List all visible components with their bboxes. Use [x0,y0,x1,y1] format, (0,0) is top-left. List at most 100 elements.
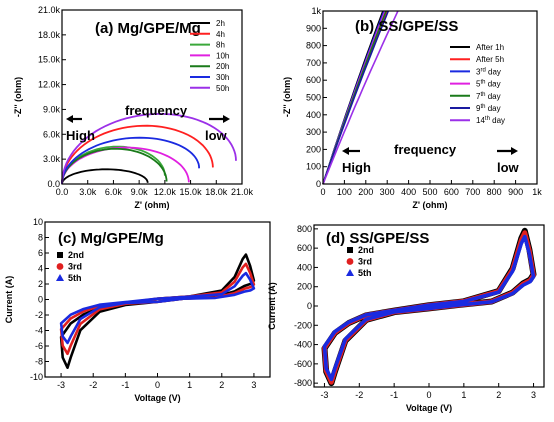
y-tick-label: -6 [35,341,43,351]
y-axis-label: Current (A) [4,276,14,324]
legend-label: 20h [216,62,229,71]
legend-label: 2nd [358,245,374,255]
y-tick-label: 8 [38,233,43,243]
x-tick-label: 1 [187,380,192,390]
y-tick-label: 800 [297,224,312,234]
annotation-frequency: frequency [125,103,188,118]
y-tick-label: -10 [30,372,43,382]
x-tick-label: 3 [251,380,256,390]
x-tick-label: 21.0k [231,187,254,197]
annotation-low: low [205,128,228,143]
arrow-high-head [342,147,349,155]
y-tick-label: 4 [38,264,43,274]
x-tick-label: -3 [320,390,328,400]
legend-label: 5th [358,268,372,278]
legend-label: 3rd day [476,67,501,76]
y-axis-label: Current (A) [267,282,277,330]
x-tick-label: -1 [121,380,129,390]
x-axis-label: Z' (ohm) [412,200,447,210]
x-tick-label: 0 [426,390,431,400]
y-tick-label: 10 [33,217,43,227]
x-tick-label: 1 [461,390,466,400]
y-tick-label: 500 [306,93,321,103]
legend-marker [346,269,354,276]
panel-title: (c) Mg/GPE/Mg [58,230,164,247]
series-line [322,10,390,185]
y-tick-label: 1k [311,6,321,16]
y-tick-label: 15.0k [38,55,61,65]
y-tick-label: 9.0k [43,104,61,114]
series-5th-loop [59,271,256,345]
panel-b-title: (b) SS/GPE/SS [355,18,458,35]
x-axis-label: Voltage (V) [134,393,180,403]
legend-label: 3rd [358,257,372,267]
series-30h-line [61,136,200,185]
x-tick-label: 800 [487,187,502,197]
y-tick-label: 800 [306,41,321,51]
y-tick-label: 12.0k [38,80,61,90]
y-tick-label: 21.0k [38,5,61,15]
legend-label: 14th day [476,116,505,125]
x-tick-label: -2 [355,390,363,400]
x-tick-label: 12.0k [154,187,177,197]
y-tick-label: 0.0 [47,179,60,189]
series-line [322,10,399,185]
legend-label: 5th day [476,80,501,89]
y-tick-label: 18.0k [38,30,61,40]
y-tick-label: 3.0k [43,154,61,164]
x-tick-label: 200 [358,187,373,197]
x-tick-label: 700 [465,187,480,197]
y-tick-label: -400 [294,340,312,350]
y-tick-label: 6 [38,248,43,258]
legend-label: 2h [216,19,225,28]
x-tick-label: 15.0k [180,187,203,197]
series-5th-loop [322,234,536,382]
y-tick-label: 600 [297,243,312,253]
panel-title: (d) SS/GPE/SS [326,230,429,247]
panel-a-title: (a) Mg/GPE/Mg [95,20,201,37]
y-tick-label: 200 [306,144,321,154]
x-tick-label: -3 [57,380,65,390]
legend-marker [56,263,64,270]
y-tick-label: 900 [306,23,321,33]
legend-marker [346,258,354,265]
arrow-high-head [66,115,73,123]
y-tick-label: 100 [306,162,321,172]
legend-label: After 1h [476,43,504,52]
y-tick-label: -600 [294,359,312,369]
x-tick-label: 500 [422,187,437,197]
y-tick-label: 0 [307,301,312,311]
y-tick-label: 0 [38,295,43,305]
x-tick-label: 2 [496,390,501,400]
legend-label: 9th day [476,104,501,113]
x-tick-label: 9.0k [131,187,149,197]
legend-label: 5th [68,273,82,283]
y-tick-label: 200 [297,282,312,292]
annotation-high: High [66,128,95,143]
x-tick-label: 0 [320,187,325,197]
legend-label: 30h [216,73,229,82]
x-axis-label: Voltage (V) [406,403,452,413]
x-tick-label: 3 [531,390,536,400]
y-tick-label: 300 [306,127,321,137]
x-tick-label: 3.0k [79,187,97,197]
y-tick-label: 700 [306,58,321,68]
y-tick-label: -4 [35,326,43,336]
y-tick-label: 400 [306,110,321,120]
series-50h-line [61,112,237,185]
series-2nd-loop [59,253,256,369]
x-tick-label: 18.0k [205,187,228,197]
x-tick-label: -1 [390,390,398,400]
y-axis-label: -Z'' (ohm) [282,77,292,117]
x-tick-label: 300 [380,187,395,197]
x-tick-label: 900 [508,187,523,197]
panel-a-frame [61,9,243,185]
series-2h-line [61,168,149,185]
x-tick-label: 1k [532,187,542,197]
y-tick-label: 6.0k [43,129,61,139]
x-tick-label: 0.0 [56,187,69,197]
series-8h-line [61,145,166,185]
x-axis-label: Z' (ohm) [134,200,169,210]
y-axis-label: -Z'' (ohm) [13,77,23,117]
